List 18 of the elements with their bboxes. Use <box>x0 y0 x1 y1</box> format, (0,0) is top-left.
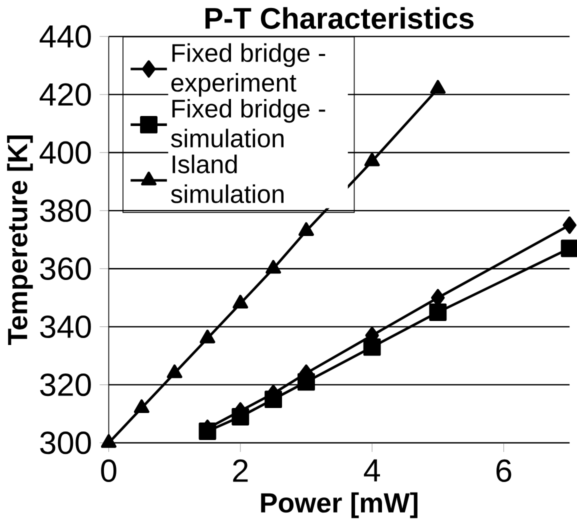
legend-label: Fixed bridge - experiment <box>171 43 326 97</box>
x-axis-title: Power [mW] <box>261 492 418 518</box>
y-tick-label: 320 <box>40 373 91 396</box>
x-tick-label: 6 <box>496 459 512 482</box>
y-tick-label: 300 <box>40 431 91 454</box>
x-tick-label: 0 <box>101 459 116 482</box>
y-tick-label: 360 <box>40 257 91 280</box>
y-tick-label: 400 <box>40 141 91 164</box>
chart-title: P-T Characteristics <box>206 6 474 29</box>
legend-label: Island simulation <box>171 154 284 204</box>
y-tick-label: 340 <box>40 315 91 338</box>
x-tick-label: 4 <box>364 459 380 482</box>
y-tick-label: 380 <box>40 199 91 222</box>
y-axis-title: Tempereture [K] <box>7 135 33 345</box>
x-tick-label: 2 <box>233 459 248 482</box>
legend-label: Fixed bridge - simulation <box>171 98 326 148</box>
y-tick-label: 440 <box>40 25 91 48</box>
y-tick-label: 420 <box>40 83 91 106</box>
